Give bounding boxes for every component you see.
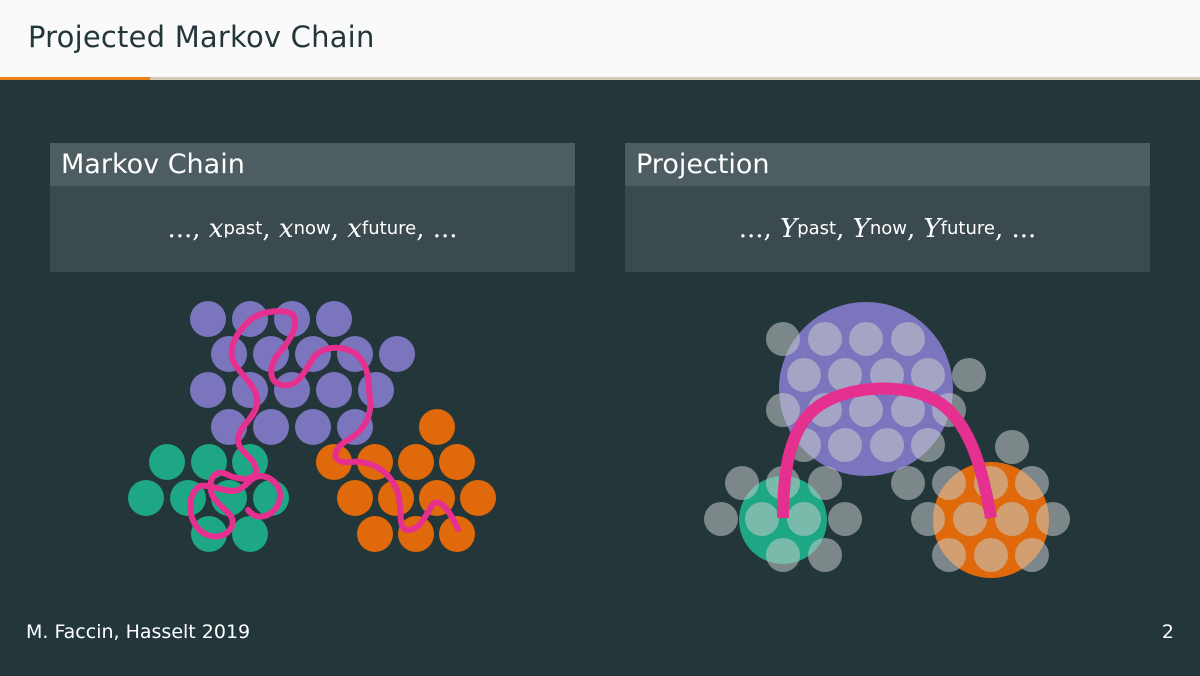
formula-var: x: [208, 214, 224, 244]
formula-var: x: [278, 214, 294, 244]
formula-leading: ...,: [167, 214, 201, 244]
formula-leading: ...,: [738, 214, 772, 244]
formula-trailing: , ...: [416, 214, 458, 244]
slide-header: Projected Markov Chain: [0, 0, 1200, 78]
formula-var: x: [347, 214, 362, 244]
slide-title: Projected Markov Chain: [28, 20, 375, 54]
trajectory-path: [187, 308, 461, 540]
green-macrostate: [739, 476, 827, 564]
projected-trajectory: [777, 382, 997, 520]
formula-var: Y: [780, 214, 798, 244]
formula-var: Y: [923, 214, 941, 244]
page-number: 2: [1161, 621, 1174, 643]
markov-chain-illustration: [128, 301, 496, 552]
projection-illustration: [704, 302, 1070, 578]
progress-bar-fill: [0, 77, 150, 80]
block-title: Projection: [625, 143, 1150, 186]
markov-chain-block: Markov Chain ..., x past, x now, x future, …: [50, 143, 575, 272]
formula: ..., x past, x now, x future, ...: [167, 214, 458, 244]
progress-bar: [0, 77, 1200, 80]
formula-trailing: , ...: [994, 214, 1037, 244]
projected-states: [704, 322, 1070, 572]
footer-author: M. Faccin, Hasselt 2019: [26, 621, 251, 643]
block-title: Markov Chain: [50, 143, 575, 186]
formula-var: Y: [852, 214, 870, 244]
